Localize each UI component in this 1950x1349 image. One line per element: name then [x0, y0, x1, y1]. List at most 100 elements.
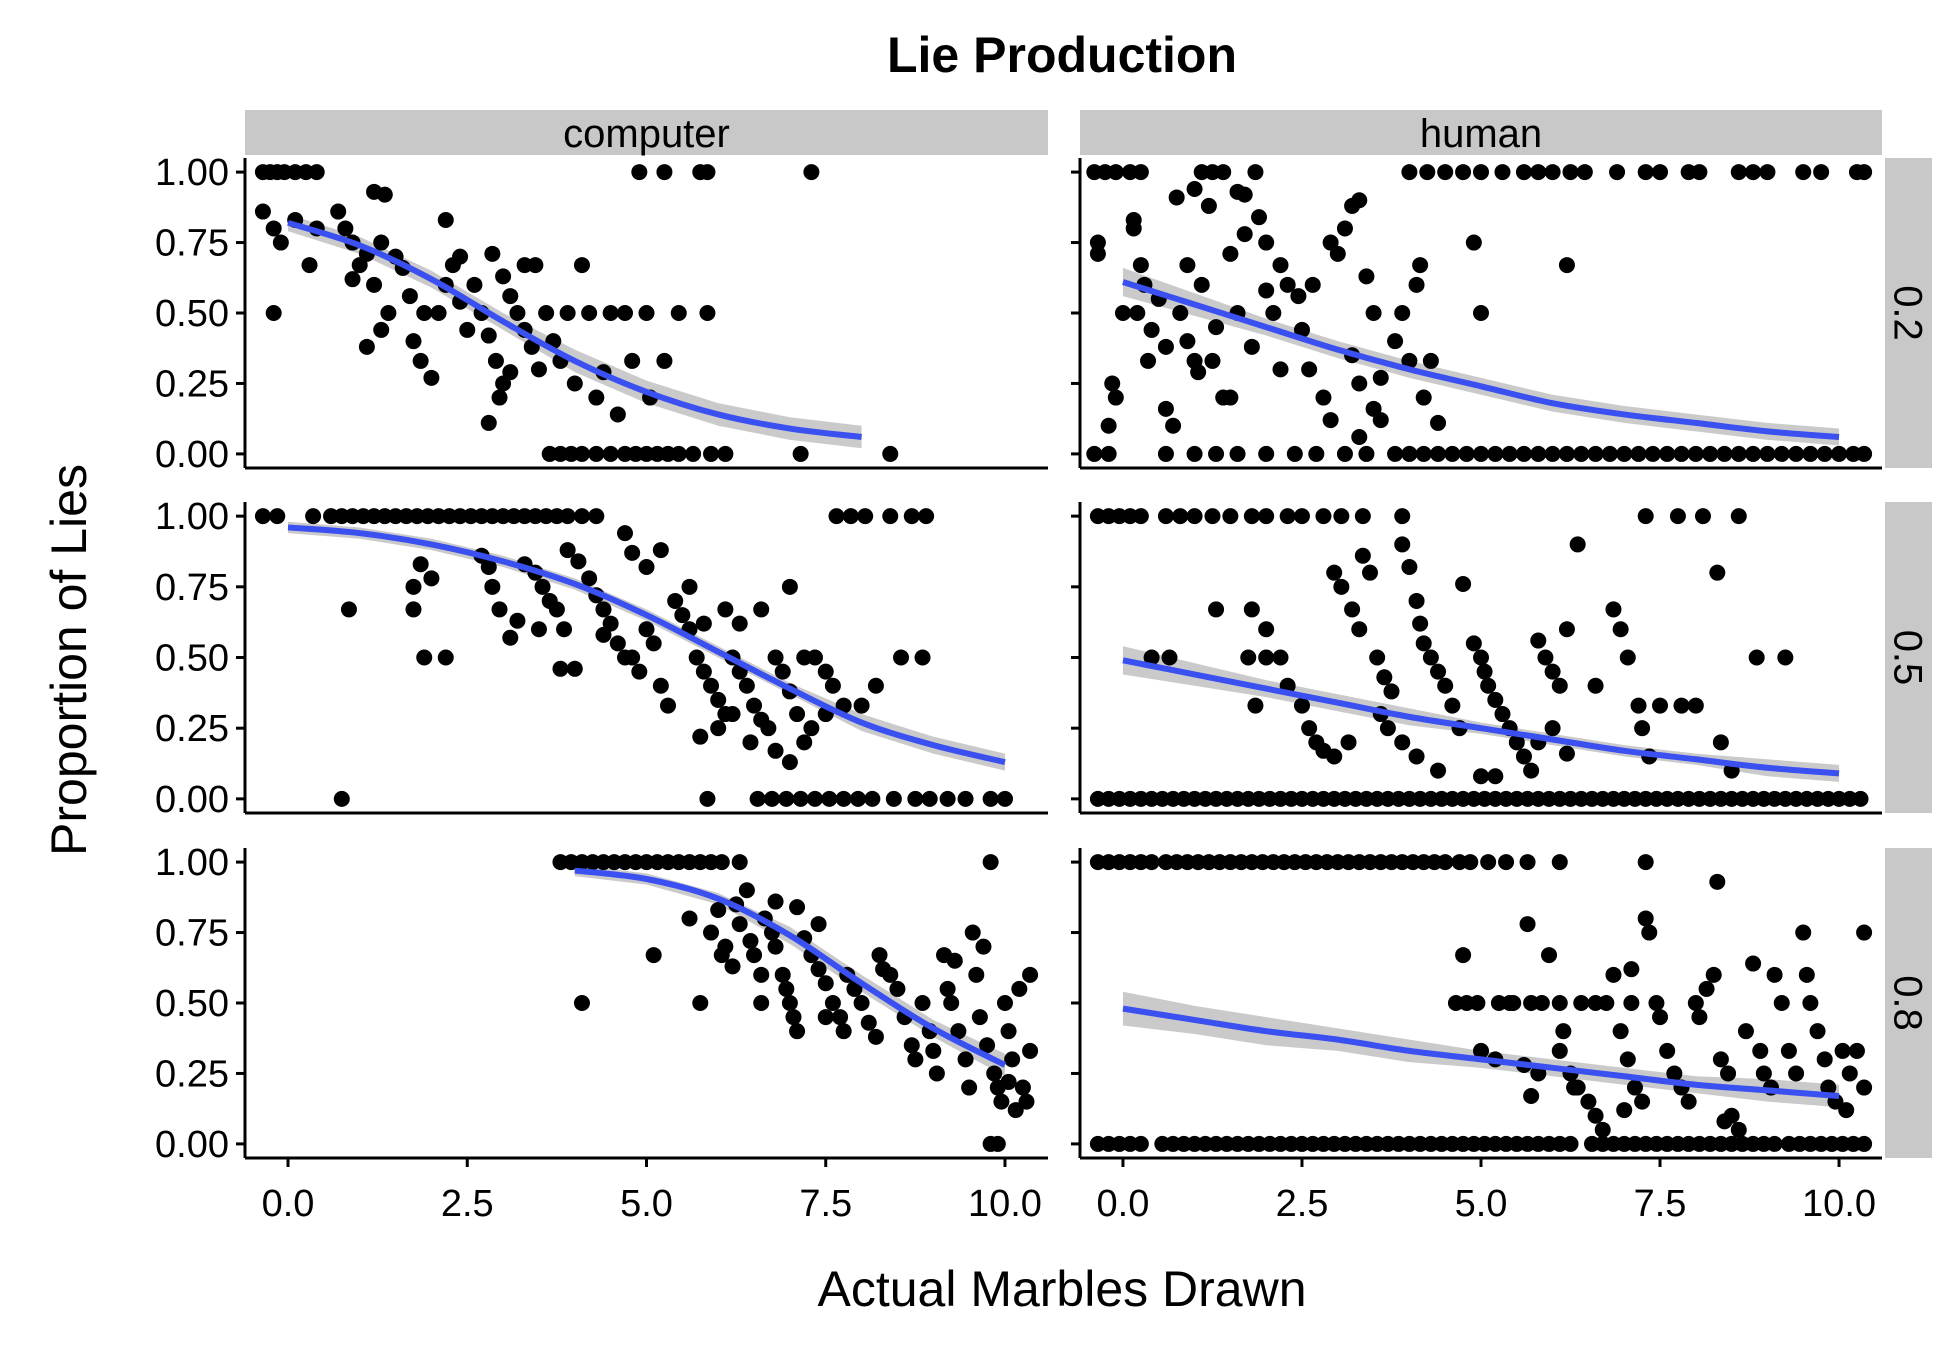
- data-point: [1544, 720, 1561, 737]
- data-point: [1788, 445, 1805, 462]
- data-point: [416, 305, 433, 321]
- data-point: [803, 720, 820, 737]
- data-point: [731, 615, 748, 632]
- data-point: [778, 980, 795, 997]
- data-point: [265, 305, 282, 321]
- data-point: [1712, 734, 1729, 751]
- data-point: [1401, 164, 1418, 181]
- row-strip-0.8: [1885, 848, 1932, 1158]
- data-point: [1279, 276, 1296, 293]
- data-point: [914, 649, 931, 666]
- data-point: [950, 1023, 967, 1040]
- data-point: [344, 271, 361, 288]
- data-point: [1351, 192, 1368, 209]
- data-point: [774, 966, 791, 983]
- data-point: [1637, 854, 1654, 871]
- data-point: [373, 234, 390, 251]
- data-point: [1666, 1065, 1683, 1082]
- data-point: [1626, 1079, 1643, 1096]
- data-point: [1437, 854, 1454, 871]
- data-point: [996, 995, 1013, 1011]
- data-point: [835, 790, 852, 807]
- data-point: [1558, 257, 1575, 274]
- data-point: [1430, 445, 1447, 462]
- y-tick-label: 0.00: [155, 434, 229, 476]
- data-point: [254, 508, 271, 525]
- data-point: [652, 542, 669, 559]
- data-point: [1243, 601, 1260, 618]
- data-point: [1551, 1042, 1568, 1059]
- data-point: [1716, 445, 1733, 462]
- x-axis-title: Actual Marbles Drawn: [817, 1261, 1306, 1317]
- data-point: [746, 947, 763, 964]
- data-point: [1473, 1042, 1489, 1059]
- x-tick-label: 2.5: [1276, 1183, 1329, 1225]
- data-point: [846, 980, 863, 997]
- data-point: [1745, 164, 1762, 181]
- data-point: [484, 578, 501, 595]
- data-point: [939, 790, 956, 807]
- data-point: [961, 1079, 978, 1096]
- data-point: [491, 389, 508, 406]
- data-point: [1315, 508, 1332, 525]
- data-point: [717, 601, 734, 618]
- data-point: [1157, 508, 1174, 525]
- data-point: [305, 508, 322, 525]
- data-point: [502, 288, 519, 305]
- data-point: [964, 924, 981, 941]
- data-point: [1773, 445, 1790, 462]
- data-point: [1544, 663, 1561, 680]
- data-point: [1566, 1079, 1583, 1096]
- data-point: [602, 445, 619, 462]
- data-point: [423, 570, 440, 587]
- data-point: [272, 234, 289, 251]
- data-point: [1394, 734, 1411, 751]
- data-point: [1394, 305, 1411, 321]
- data-point: [907, 1051, 924, 1068]
- data-point: [1730, 445, 1747, 462]
- data-point: [1354, 508, 1371, 525]
- data-point: [430, 305, 447, 321]
- fit-line: [287, 524, 1006, 766]
- confidence-band: [1122, 267, 1840, 446]
- data-point: [1243, 508, 1260, 525]
- data-point: [1580, 1093, 1597, 1110]
- data-point: [1698, 980, 1715, 997]
- data-point: [710, 691, 727, 708]
- data-point: [1856, 1135, 1873, 1152]
- data-point: [835, 697, 852, 714]
- data-point: [1379, 720, 1396, 737]
- data-point: [1186, 352, 1203, 369]
- data-point: [1515, 748, 1532, 765]
- data-point: [1304, 276, 1321, 293]
- data-point: [1089, 234, 1106, 251]
- data-point: [943, 995, 960, 1011]
- data-point: [1551, 854, 1568, 871]
- row-strip-0.2: [1885, 158, 1932, 468]
- data-point: [796, 649, 813, 666]
- data-point: [1322, 234, 1339, 251]
- data-point: [1354, 547, 1371, 564]
- data-point: [566, 375, 583, 392]
- data-point: [1369, 649, 1386, 666]
- data-point: [330, 203, 347, 220]
- y-tick-label: 0.25: [155, 363, 229, 405]
- data-point: [1816, 1051, 1833, 1068]
- data-point: [1358, 445, 1375, 462]
- data-point: [1018, 1093, 1035, 1110]
- data-point: [717, 445, 734, 462]
- data-point: [1143, 321, 1160, 338]
- data-point: [1856, 164, 1873, 181]
- data-point: [480, 559, 497, 576]
- data-point: [573, 995, 590, 1011]
- data-point: [1351, 621, 1368, 638]
- data-point: [670, 445, 687, 462]
- data-point: [1515, 164, 1532, 181]
- data-point: [1394, 536, 1411, 553]
- x-tick-label: 7.5: [1634, 1183, 1687, 1225]
- data-point: [1394, 508, 1411, 525]
- data-point: [1737, 1023, 1754, 1040]
- x-tick-label: 5.0: [620, 1183, 673, 1225]
- data-point: [817, 663, 834, 680]
- data-point: [1014, 1079, 1031, 1096]
